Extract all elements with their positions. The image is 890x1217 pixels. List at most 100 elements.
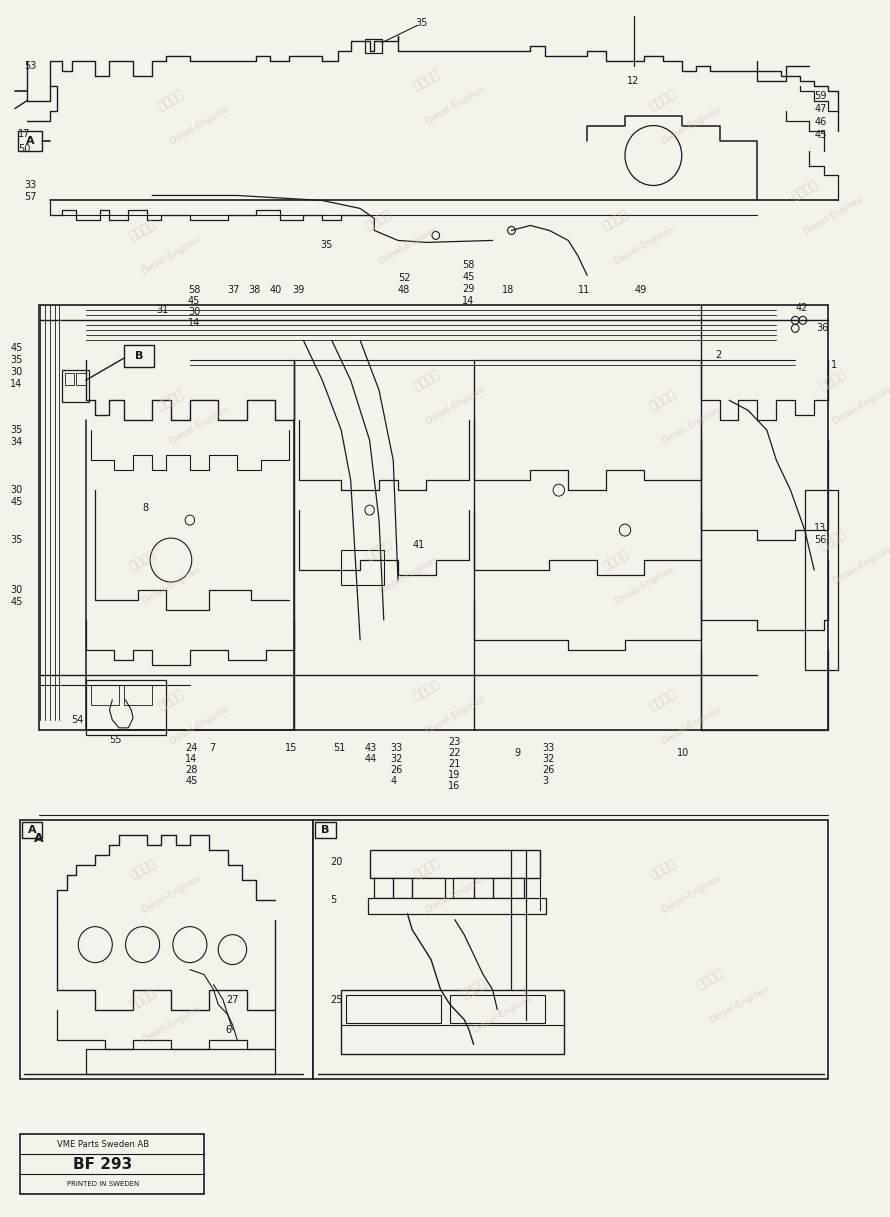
Text: 紫发动力: 紫发动力: [411, 678, 441, 702]
Bar: [365, 39, 382, 52]
Text: 16: 16: [448, 781, 460, 791]
Bar: [341, 989, 563, 1054]
Text: Diesel-Engines: Diesel-Engines: [140, 235, 202, 276]
Text: 5: 5: [330, 894, 336, 904]
Text: 17: 17: [18, 129, 30, 139]
Text: 45: 45: [10, 343, 22, 353]
Bar: [85, 680, 166, 735]
Text: Diesel-Engines: Diesel-Engines: [376, 225, 439, 267]
Text: BF 293: BF 293: [73, 1157, 133, 1172]
Text: 45: 45: [10, 598, 22, 607]
Text: 紫发动力: 紫发动力: [364, 208, 394, 234]
Text: 26: 26: [391, 764, 403, 775]
Bar: [346, 994, 441, 1022]
Text: 47: 47: [814, 103, 827, 113]
Text: A: A: [26, 135, 35, 146]
Text: 8: 8: [142, 503, 149, 514]
Text: 2: 2: [715, 350, 721, 360]
Text: 紫发动力: 紫发动力: [411, 368, 441, 393]
Text: Diesel-Engines: Diesel-Engines: [424, 694, 486, 735]
Text: 32: 32: [391, 753, 403, 764]
Text: 53: 53: [24, 61, 36, 71]
Text: 31: 31: [157, 305, 169, 315]
Text: 12: 12: [627, 75, 639, 85]
Text: 34: 34: [10, 437, 22, 447]
Text: 30: 30: [10, 368, 22, 377]
Bar: [315, 821, 336, 837]
Text: 35: 35: [10, 535, 22, 545]
Text: 37: 37: [228, 285, 240, 296]
Text: 28: 28: [185, 764, 198, 775]
Text: 紫发动力: 紫发动力: [127, 218, 158, 243]
Text: 紫发动力: 紫发动力: [647, 387, 678, 413]
Text: 27: 27: [226, 994, 239, 1004]
Text: Diesel-Engines: Diesel-Engines: [140, 1004, 202, 1045]
Text: 45: 45: [185, 775, 198, 786]
Text: 45: 45: [10, 497, 22, 507]
Text: 紫发动力: 紫发动力: [818, 527, 848, 553]
Text: Diesel-Engines: Diesel-Engines: [424, 385, 486, 426]
Bar: [368, 898, 546, 914]
Text: 45: 45: [814, 129, 827, 140]
Text: 29: 29: [462, 285, 474, 295]
Text: PRINTED IN SWEDEN: PRINTED IN SWEDEN: [67, 1182, 139, 1188]
Text: 35: 35: [320, 241, 333, 251]
Text: A: A: [34, 831, 44, 845]
Text: 51: 51: [334, 742, 346, 753]
Text: 30: 30: [10, 585, 22, 595]
Text: 3: 3: [543, 775, 549, 786]
Text: 21: 21: [448, 759, 460, 769]
Text: Diesel-Engines: Diesel-Engines: [168, 705, 231, 746]
Text: 22: 22: [448, 747, 461, 758]
Text: A: A: [28, 825, 36, 835]
Text: 紫发动力: 紫发动力: [789, 178, 820, 203]
Text: 44: 44: [365, 753, 377, 764]
Text: 33: 33: [543, 742, 555, 753]
Bar: [369, 849, 540, 877]
Text: 30: 30: [10, 486, 22, 495]
Text: Diesel-Engines: Diesel-Engines: [424, 874, 486, 915]
Bar: [65, 374, 75, 386]
Text: 紫发动力: 紫发动力: [458, 977, 489, 1002]
Text: Diesel-Engines: Diesel-Engines: [424, 85, 486, 127]
Text: Diesel-Engines: Diesel-Engines: [660, 105, 723, 146]
Text: 45: 45: [188, 297, 200, 307]
Text: 32: 32: [543, 753, 555, 764]
Text: 紫发动力: 紫发动力: [411, 857, 441, 882]
Bar: [85, 1049, 275, 1075]
Text: 9: 9: [514, 747, 521, 758]
Bar: [124, 685, 152, 705]
Text: B: B: [134, 352, 143, 361]
Text: 14: 14: [185, 753, 198, 764]
Text: 35: 35: [10, 425, 22, 436]
Text: 紫发动力: 紫发动力: [156, 387, 186, 413]
Text: Diesel-Engines: Diesel-Engines: [830, 385, 890, 426]
Text: 紫发动力: 紫发动力: [411, 68, 441, 94]
Bar: [341, 550, 384, 585]
Text: 紫发动力: 紫发动力: [818, 368, 848, 393]
Text: 41: 41: [412, 540, 425, 550]
Bar: [18, 130, 43, 151]
Text: B: B: [321, 825, 329, 835]
Text: 15: 15: [285, 742, 297, 753]
Text: 7: 7: [209, 742, 215, 753]
Bar: [77, 374, 85, 386]
Text: Diesel-Engines: Diesel-Engines: [708, 983, 770, 1025]
Text: 紫发动力: 紫发动力: [127, 548, 158, 573]
Text: 43: 43: [365, 742, 377, 753]
Text: 38: 38: [248, 285, 261, 296]
Text: Diesel-Engines: Diesel-Engines: [660, 404, 723, 445]
Text: Diesel-Engines: Diesel-Engines: [612, 565, 676, 606]
Text: Diesel-Engines: Diesel-Engines: [471, 994, 533, 1036]
Text: 39: 39: [292, 285, 304, 296]
Bar: [21, 821, 43, 837]
Text: 紫发动力: 紫发动力: [127, 987, 158, 1013]
Text: 45: 45: [462, 273, 474, 282]
Bar: [20, 1134, 204, 1194]
Text: Diesel-Engines: Diesel-Engines: [830, 544, 890, 585]
Text: Diesel-Engines: Diesel-Engines: [660, 874, 723, 915]
Text: 1: 1: [831, 360, 837, 370]
Text: 20: 20: [330, 857, 343, 867]
Text: 紫发动力: 紫发动力: [156, 688, 186, 712]
Text: Diesel-Engines: Diesel-Engines: [140, 874, 202, 915]
